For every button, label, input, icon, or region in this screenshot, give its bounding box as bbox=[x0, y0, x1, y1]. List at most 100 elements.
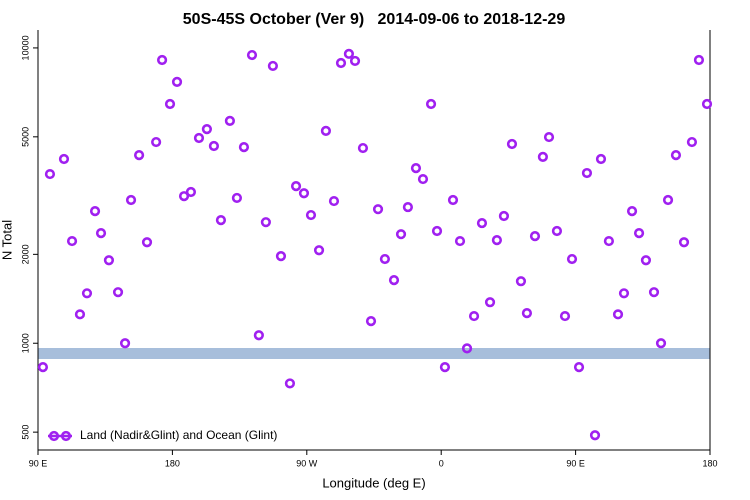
x-tick-label: 90 E bbox=[566, 458, 585, 468]
data-point bbox=[74, 309, 86, 320]
x-tick-label: 90 W bbox=[296, 458, 318, 468]
data-point bbox=[379, 253, 391, 265]
chart-title: 50S-45S October (Ver 9) 2014-09-06 to 20… bbox=[183, 11, 566, 28]
data-point bbox=[103, 255, 115, 266]
y-tick-label: 500 bbox=[20, 425, 30, 440]
x-tick-label: 90 E bbox=[29, 458, 48, 468]
data-point bbox=[44, 168, 56, 180]
data-point bbox=[410, 163, 422, 174]
data-point bbox=[388, 275, 400, 286]
data-point bbox=[551, 225, 563, 237]
data-point bbox=[125, 194, 137, 206]
data-point bbox=[185, 186, 197, 198]
data-point bbox=[66, 235, 78, 247]
data-point bbox=[215, 215, 227, 226]
data-point bbox=[461, 343, 473, 354]
y-axis-label: N Total bbox=[0, 220, 14, 260]
data-point bbox=[640, 255, 652, 266]
data-point bbox=[335, 57, 347, 69]
data-point bbox=[151, 136, 162, 148]
data-point bbox=[284, 378, 296, 389]
data-point bbox=[589, 430, 601, 441]
data-point bbox=[626, 206, 638, 217]
data-point bbox=[290, 181, 302, 192]
data-point bbox=[328, 195, 340, 207]
data-point bbox=[95, 228, 107, 239]
data-point bbox=[305, 209, 317, 221]
data-point bbox=[395, 229, 407, 240]
data-point bbox=[484, 297, 496, 308]
x-tick-label: 180 bbox=[702, 458, 717, 468]
legend-marker bbox=[60, 430, 72, 442]
data-point bbox=[171, 76, 183, 87]
data-point bbox=[678, 237, 690, 248]
data-point bbox=[260, 217, 271, 228]
y-tick-label: 10000 bbox=[20, 35, 30, 60]
data-point bbox=[357, 142, 369, 154]
data-point bbox=[581, 167, 593, 179]
data-point bbox=[156, 54, 168, 66]
data-point bbox=[246, 49, 258, 61]
data-point bbox=[491, 235, 503, 246]
data-point bbox=[267, 60, 279, 72]
data-point bbox=[313, 245, 325, 256]
data-point bbox=[612, 309, 624, 320]
data-point bbox=[178, 191, 190, 202]
data-point bbox=[693, 54, 705, 66]
data-point bbox=[164, 98, 176, 110]
data-point bbox=[320, 125, 332, 137]
data-point bbox=[417, 173, 429, 185]
data-point bbox=[119, 338, 131, 349]
data-point bbox=[670, 150, 682, 161]
data-point bbox=[238, 142, 250, 153]
data-point bbox=[633, 228, 645, 239]
data-point bbox=[193, 132, 205, 144]
x-tick-label: 0 bbox=[439, 458, 444, 468]
data-point bbox=[275, 251, 287, 262]
data-point bbox=[498, 210, 510, 222]
data-point bbox=[253, 330, 264, 341]
data-point bbox=[506, 138, 518, 150]
data-point bbox=[476, 217, 488, 229]
data-point bbox=[454, 235, 466, 247]
data-point bbox=[655, 338, 667, 349]
y-tick-label: 5000 bbox=[20, 127, 30, 147]
data-point bbox=[439, 362, 451, 373]
data-point bbox=[208, 140, 220, 152]
data-point bbox=[298, 188, 310, 199]
y-tick-label: 1000 bbox=[20, 333, 30, 353]
data-point bbox=[224, 115, 235, 126]
data-point bbox=[686, 136, 698, 148]
data-point bbox=[349, 55, 361, 67]
x-axis-label: Longitude (deg E) bbox=[322, 475, 425, 490]
ocean-band bbox=[38, 348, 710, 359]
data-point bbox=[701, 98, 713, 110]
data-point bbox=[603, 235, 615, 247]
data-point bbox=[521, 307, 533, 319]
data-point bbox=[515, 276, 527, 287]
data-point bbox=[81, 288, 93, 299]
data-point bbox=[37, 362, 49, 373]
data-point bbox=[559, 310, 571, 322]
data-point bbox=[231, 192, 243, 204]
data-point bbox=[365, 316, 377, 327]
data-point bbox=[372, 204, 384, 215]
data-point bbox=[529, 231, 541, 242]
data-point bbox=[537, 151, 548, 162]
data-point bbox=[89, 206, 101, 217]
data-point bbox=[618, 288, 630, 299]
data-point bbox=[402, 201, 413, 213]
data-point bbox=[662, 194, 674, 206]
y-tick-label: 2000 bbox=[20, 244, 30, 264]
data-point bbox=[141, 237, 153, 248]
data-point bbox=[573, 362, 585, 373]
data-point bbox=[343, 48, 355, 59]
data-point bbox=[133, 150, 145, 161]
data-point bbox=[595, 153, 607, 165]
data-point bbox=[447, 194, 459, 206]
data-point bbox=[58, 153, 70, 165]
data-point bbox=[566, 253, 578, 265]
data-point bbox=[468, 310, 480, 322]
data-point bbox=[112, 287, 124, 298]
